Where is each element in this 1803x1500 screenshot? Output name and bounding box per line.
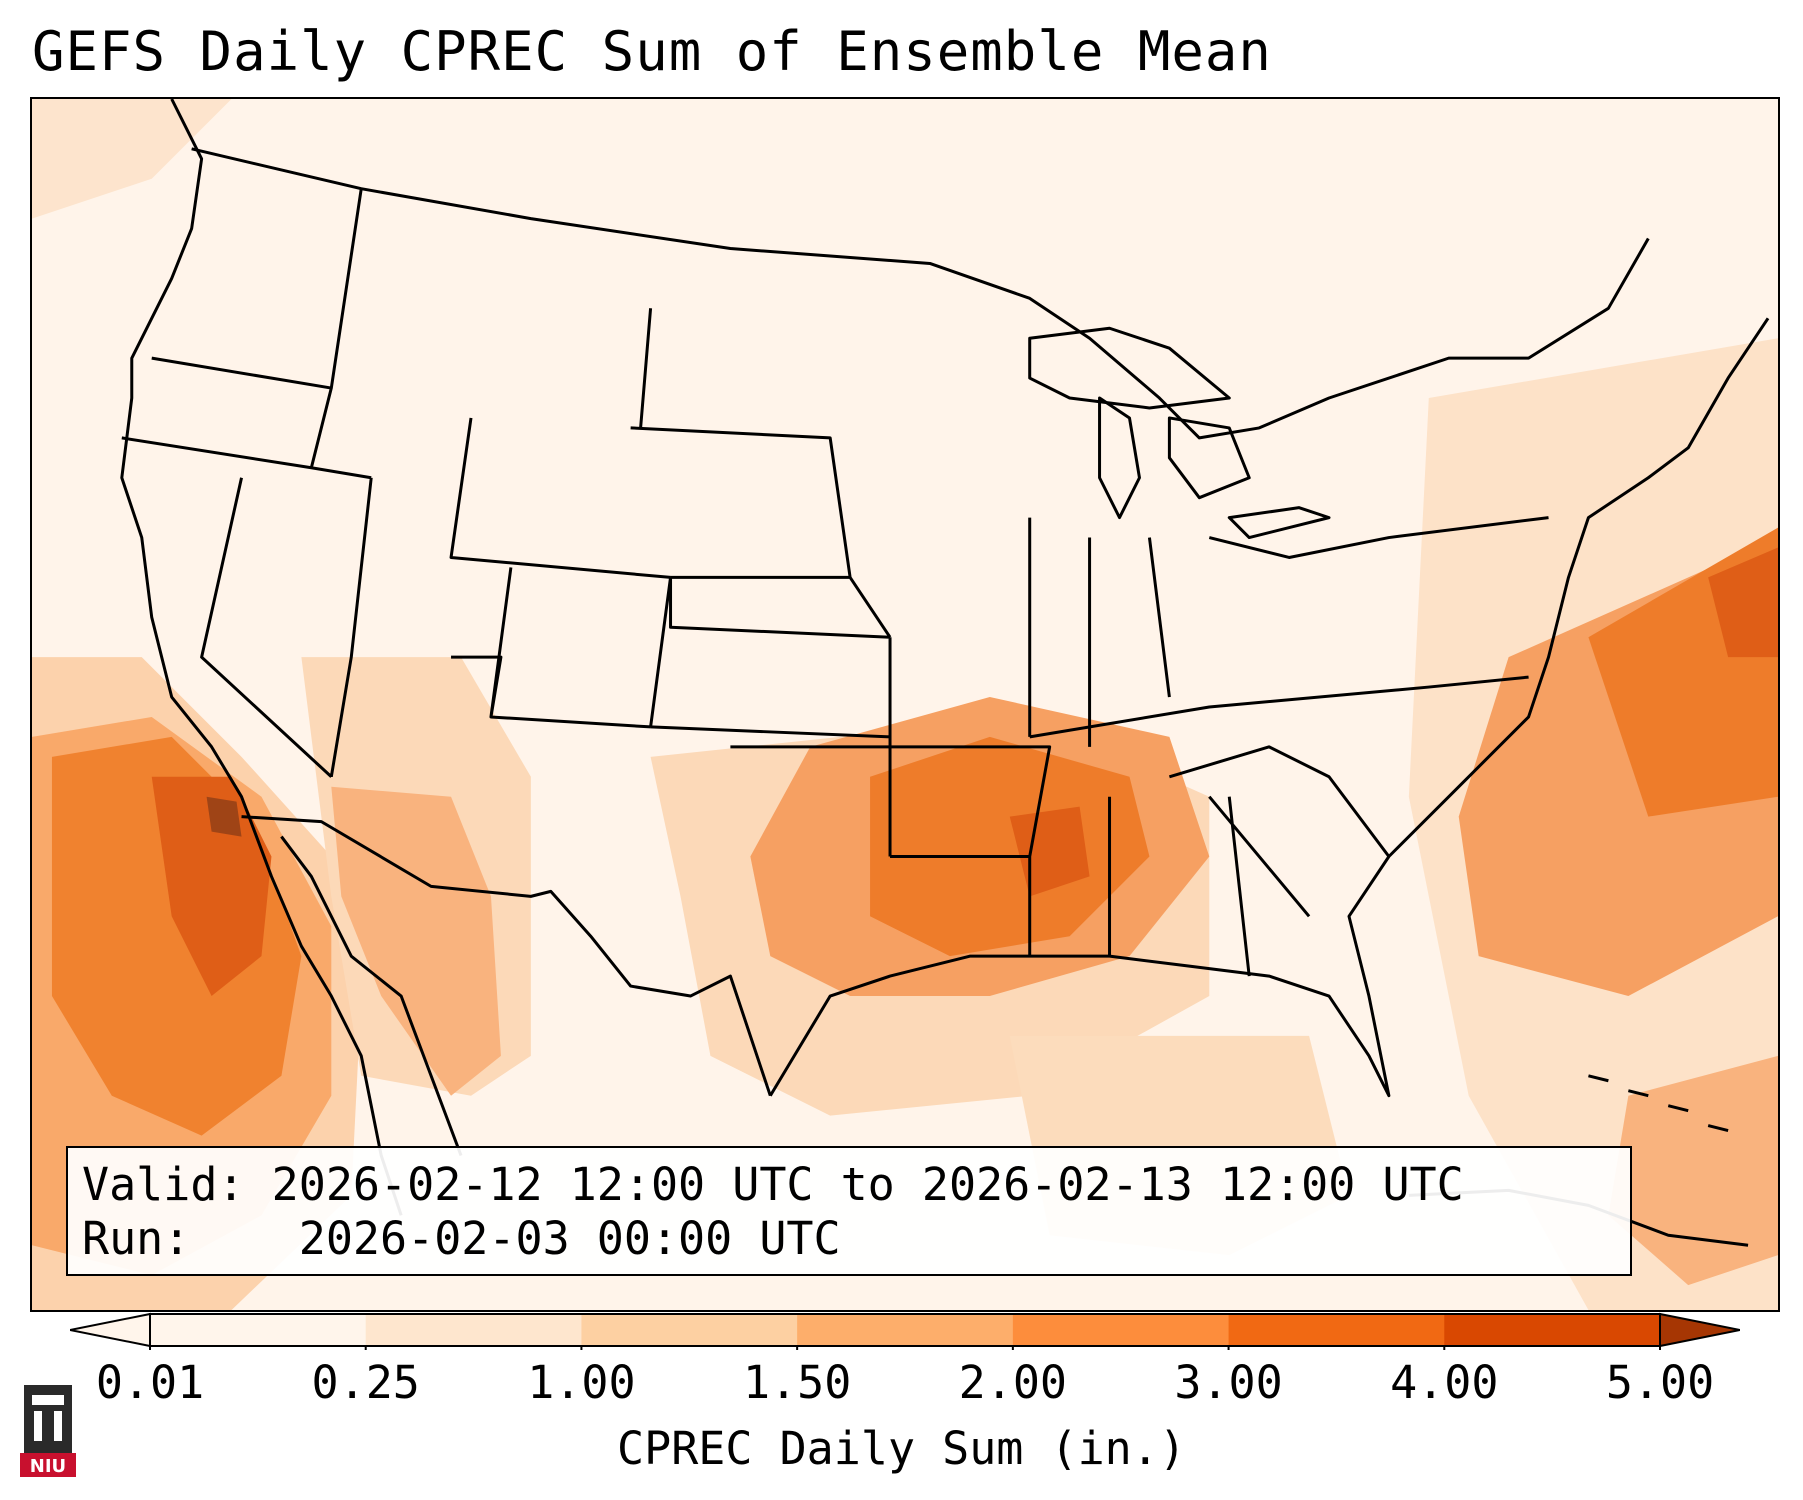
valid-value: 2026-02-12 12:00 UTC to 2026-02-13 12:00…	[271, 1158, 1464, 1211]
colorbar-tick-label: 0.25	[311, 1356, 420, 1409]
precip-light-west	[32, 99, 232, 219]
logo-banner	[20, 1453, 76, 1477]
colorbar-tick-label: 3.00	[1174, 1356, 1283, 1409]
logo-window-left	[34, 1411, 42, 1441]
lake-huron	[1167, 416, 1251, 500]
logo-battlement	[32, 1395, 64, 1405]
state-lines-east	[1028, 516, 1549, 977]
colorbar-segment-0.01	[150, 1314, 367, 1346]
colorbar-segment-4.00	[1444, 1314, 1661, 1346]
gulf-coastline	[769, 317, 1770, 1098]
precip-extreme-pacific	[206, 796, 242, 837]
precip-intense-atlantic	[1708, 547, 1778, 658]
colorbar-segment-2.00	[1012, 1314, 1230, 1346]
colorbar-segment-0.25	[365, 1314, 582, 1346]
valid-label: Valid:	[82, 1158, 245, 1211]
run-value: 2026-02-03 00:00 UTC	[298, 1212, 841, 1265]
validity-info-box: Valid: 2026-02-12 12:00 UTC to 2026-02-1…	[66, 1146, 1632, 1276]
colorbar-extend-low	[70, 1312, 151, 1348]
precip-shading	[32, 99, 1778, 1310]
colorbar-tick-label: 4.00	[1390, 1356, 1499, 1409]
lake-erie	[1227, 506, 1331, 540]
valid-line: Valid: 2026-02-12 12:00 UTC to 2026-02-1…	[82, 1158, 1616, 1212]
map-title: GEFS Daily CPREC Sum of Ensemble Mean	[32, 20, 1272, 83]
colorbar-tick-label: 5.00	[1605, 1356, 1715, 1409]
precip-intense-pacific	[151, 776, 272, 997]
colorbar-extend-high	[1659, 1312, 1740, 1348]
precip-heavy-arklatex	[870, 736, 1150, 957]
colorbar-tick-label: 1.50	[742, 1356, 852, 1409]
baja-coastline	[280, 835, 463, 1157]
colorbar-tick-label: 1.00	[527, 1356, 636, 1409]
state-lines-west	[121, 188, 673, 778]
logo-text: NIU	[30, 1456, 66, 1477]
colorbar-outline	[149, 1313, 1661, 1347]
lake-michigan	[1098, 396, 1141, 520]
map-boundaries	[120, 99, 1770, 1247]
colorbar-segment-3.00	[1228, 1314, 1445, 1346]
map-panel	[30, 97, 1780, 1312]
niu-logo: NIU	[20, 1385, 76, 1477]
colorbar-label: CPREC Daily Sum (in.)	[617, 1422, 1186, 1475]
logo-window-right	[54, 1411, 62, 1441]
bahamas-islands	[1588, 1074, 1729, 1133]
colorbar-segment-1.00	[581, 1314, 798, 1346]
colorbar-tick-label: 0.01	[95, 1356, 205, 1409]
us-canada-border	[191, 147, 1650, 440]
lake-superior	[1028, 326, 1231, 410]
colorbar-segment-1.50	[797, 1314, 1014, 1346]
run-label: Run:	[82, 1212, 191, 1265]
pacific-coastline	[120, 99, 403, 1216]
precipitation-map	[32, 99, 1778, 1310]
run-line: Run: 2026-02-03 00:00 UTC	[82, 1212, 1616, 1266]
state-lines-central	[630, 426, 1052, 957]
colorbar	[70, 1312, 1740, 1350]
us-mexico-border	[241, 815, 772, 1097]
precip-medium-southwest	[331, 786, 501, 1096]
colorbar-tick-label: 2.00	[958, 1356, 1068, 1409]
